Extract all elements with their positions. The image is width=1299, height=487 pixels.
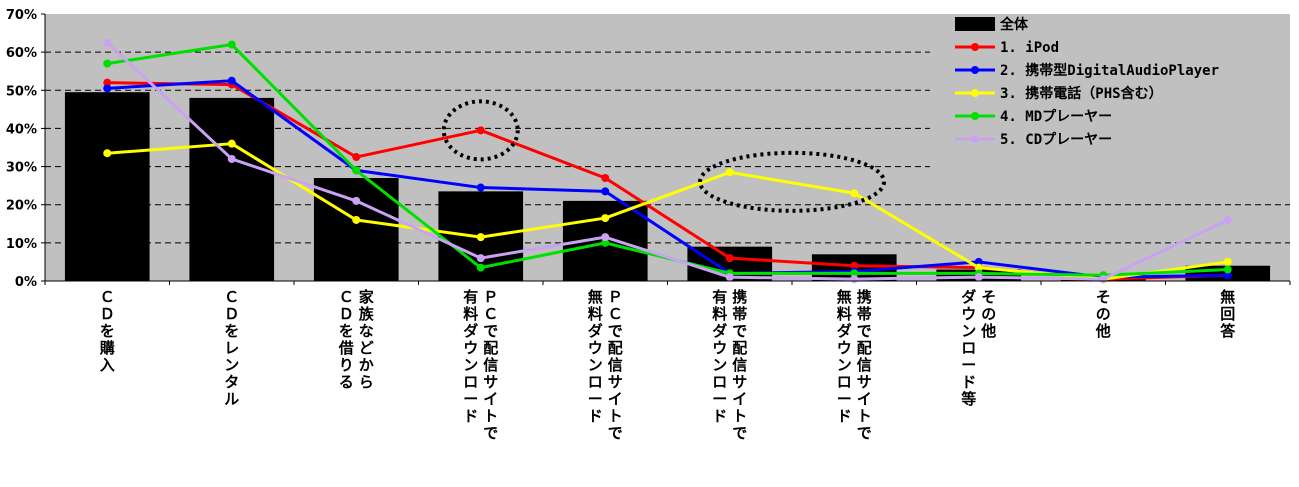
legend-marker bbox=[971, 66, 979, 74]
y-tick-label: 60% bbox=[6, 46, 37, 61]
legend-swatch bbox=[955, 17, 995, 31]
y-tick-label: 10% bbox=[6, 237, 37, 252]
series-point bbox=[974, 257, 983, 266]
bar bbox=[64, 92, 150, 281]
bar bbox=[313, 178, 399, 281]
series-point bbox=[850, 261, 859, 270]
legend: 全体 1. iPod 2. 携帯型DigitalAudioPlayer 3. 携帯電話… bbox=[930, 14, 1290, 177]
x-category-label: 無料ダウンロード bbox=[837, 288, 852, 425]
series-point bbox=[103, 149, 112, 158]
series-point bbox=[601, 238, 610, 247]
series-point bbox=[352, 215, 361, 224]
series-point bbox=[601, 233, 610, 242]
series-point bbox=[103, 59, 112, 68]
gridlines bbox=[45, 51, 1290, 244]
x-axis-categories: ＣＤを購入ＣＤをレンタル家族などからＣＤを借りるＰＣで配信サイトで有料ダウンロー… bbox=[44, 281, 1291, 442]
x-category-label: ＣＤを借りる bbox=[338, 288, 354, 391]
legend-label: 4. MDプレーヤー bbox=[1000, 109, 1112, 125]
series-point bbox=[227, 139, 236, 148]
x-category-label: その他 bbox=[980, 288, 996, 340]
series-point bbox=[850, 275, 859, 284]
series-point bbox=[476, 254, 485, 263]
annotation-ellipse bbox=[698, 150, 886, 213]
y-tick-label: 40% bbox=[6, 122, 37, 137]
series-point bbox=[227, 76, 236, 85]
series-point bbox=[1099, 275, 1108, 284]
series-line bbox=[107, 79, 1228, 279]
series-point bbox=[974, 273, 983, 282]
legend-label: 3. 携帯電話（PHS含む） bbox=[1000, 85, 1163, 102]
series-point bbox=[103, 38, 112, 47]
series-point bbox=[476, 233, 485, 242]
series-point bbox=[1223, 257, 1232, 266]
series-point bbox=[103, 78, 112, 87]
series-point bbox=[850, 189, 859, 198]
legend-label: 全体 bbox=[999, 16, 1029, 33]
legend-label: 5. CDプレーヤー bbox=[1000, 132, 1112, 148]
x-category-label: ダウンロード等 bbox=[961, 288, 976, 408]
x-category-label: 無回答 bbox=[1220, 288, 1236, 340]
series-point bbox=[601, 174, 610, 183]
x-category-label: ＰＣで配信サイトで bbox=[483, 288, 498, 442]
x-category-label: ＣＤをレンタル bbox=[224, 288, 239, 408]
series-point bbox=[476, 126, 485, 135]
series-point bbox=[725, 168, 734, 177]
x-category-label: 有料ダウンロード bbox=[712, 288, 727, 425]
x-category-label: 携帯で配信サイトで bbox=[732, 288, 747, 442]
legend-label: 2. 携帯型DigitalAudioPlayer bbox=[1000, 62, 1219, 79]
y-tick-label: 0% bbox=[15, 275, 37, 290]
series-point bbox=[227, 40, 236, 49]
series-point bbox=[725, 254, 734, 263]
series-point bbox=[227, 154, 236, 163]
series-point bbox=[476, 183, 485, 192]
series-line bbox=[106, 41, 1229, 281]
x-category-label: ＰＣで配信サイトで bbox=[608, 288, 623, 442]
legend-marker bbox=[971, 135, 979, 143]
series-point bbox=[1223, 265, 1232, 274]
series-point bbox=[352, 153, 361, 162]
x-category-label: ＣＤを購入 bbox=[99, 288, 115, 374]
y-axis: 0% 10% 20% 30% 40% 50% 60% 70% bbox=[6, 8, 45, 290]
series-point bbox=[352, 196, 361, 205]
x-category-label: その他 bbox=[1095, 288, 1111, 340]
series-point bbox=[601, 214, 610, 223]
legend-label: 1. iPod bbox=[1000, 40, 1059, 56]
y-tick-label: 70% bbox=[6, 8, 37, 23]
series-point bbox=[601, 187, 610, 196]
x-category-label: 携帯で配信サイトで bbox=[857, 288, 872, 442]
x-category-label: 家族などから bbox=[359, 288, 375, 391]
legend-marker bbox=[971, 43, 979, 51]
annotations bbox=[441, 99, 886, 213]
legend-marker bbox=[971, 89, 979, 97]
y-tick-label: 30% bbox=[6, 161, 37, 176]
bar bbox=[189, 97, 275, 282]
series-point bbox=[725, 273, 734, 282]
series-point bbox=[103, 84, 112, 93]
series-point bbox=[850, 269, 859, 278]
y-tick-label: 20% bbox=[6, 199, 37, 214]
series-point bbox=[352, 166, 361, 175]
series-point bbox=[1223, 271, 1232, 280]
series-point bbox=[1223, 215, 1232, 224]
annotation-ellipse bbox=[441, 99, 520, 162]
series-point bbox=[974, 263, 983, 272]
series-point bbox=[476, 263, 485, 272]
legend-box bbox=[930, 14, 1290, 177]
legend-marker bbox=[971, 112, 979, 120]
x-category-label: 無料ダウンロード bbox=[588, 288, 603, 425]
x-category-label: 有料ダウンロード bbox=[463, 288, 478, 425]
y-tick-label: 50% bbox=[6, 84, 37, 99]
